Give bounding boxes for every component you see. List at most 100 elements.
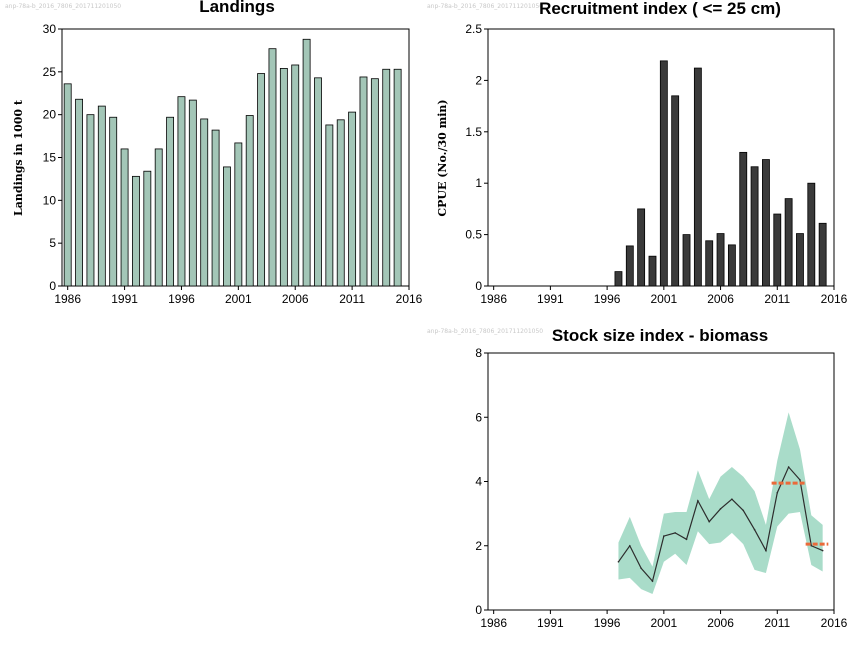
landings-bar-2002 [245,115,254,287]
landings-bar-1989 [97,105,106,287]
landings-bar-2011 [348,111,357,287]
biomass-point-2009 [753,528,756,531]
landings-y-axis-label: Landings in 1000 t [12,99,25,216]
landings-bar-2012 [359,76,368,287]
biomass-x-tick-label: 2011 [764,616,790,630]
recruitment-bar-2000 [648,255,657,287]
biomass-point-2005 [708,520,711,523]
landings-bars [63,38,402,287]
recruitment-y-ticks: 0 0.5 1 1.5 2 2.5 [465,22,488,293]
landings-watermark: anp-78a-b_2016_7806_201711201050 [5,3,121,10]
biomass-band-area [618,412,823,594]
landings-bar-1991 [120,148,129,287]
recruitment-x-tick-label: 2011 [764,292,790,306]
biomass-y-tick-label: 0 [475,603,482,617]
biomass-x-tick-label: 2006 [707,616,734,630]
biomass-point-1999 [640,567,642,570]
landings-y-tick-label: 10 [43,193,57,207]
recruitment-y-tick-label: 2 [475,73,482,87]
biomass-point-2015 [821,549,824,552]
recruitment-title: Recruitment index ( <= 25 cm) [539,0,781,18]
recruitment-y-tick-label: 2.5 [465,22,482,36]
landings-bar-2015 [393,68,402,287]
landings-x-tick-label: 2011 [339,292,365,306]
landings-y-tick-label: 20 [43,108,57,122]
biomass-point-2008 [742,509,745,512]
landings-bar-2008 [314,77,322,287]
landings-y-ticks: 0 5 10 15 20 25 30 [43,22,62,293]
biomass-point-2000 [651,580,654,582]
recruitment-bar-2009 [750,166,759,287]
biomass-point-2012 [787,466,790,468]
recruitment-bar-2005 [705,240,714,287]
recruitment-bar-2013 [796,233,804,287]
landings-bar-1998 [200,118,209,287]
recruitment-bar-2001 [659,60,668,287]
biomass-y-ticks: 0 2 4 6 8 [475,346,488,617]
landings-bar-2005 [279,68,288,287]
recruitment-bar-2015 [818,222,827,287]
landings-bar-2001 [234,142,243,287]
landings-x-tick-label: 1996 [168,292,195,306]
recruitment-bar-1999 [637,208,646,287]
recruitment-bar-2004 [693,67,702,287]
biomass-y-tick-label: 6 [475,410,482,424]
landings-bar-2009 [325,124,334,287]
recruitment-x-tick-label: 1996 [594,292,621,306]
landings-bar-1992 [132,175,140,287]
landings-bar-1986 [63,83,72,287]
landings-y-tick-label: 30 [43,22,57,36]
landings-y-tick-label: 0 [49,279,56,293]
recruitment-x-ticks: 1986 1991 1996 2001 2006 2011 2016 [480,286,848,306]
biomass-point-1997 [617,561,620,563]
biomass-x-tick-label: 2001 [650,616,677,630]
recruitment-bar-2003 [682,234,691,287]
biomass-x-tick-label: 1996 [594,616,621,630]
recruitment-x-tick-label: 2016 [821,292,848,306]
biomass-mean-lines [771,481,829,546]
landings-bar-1993 [143,170,152,287]
biomass-point-2003 [685,538,688,541]
landings-bar-1997 [188,99,197,287]
landings-bar-2014 [382,68,391,287]
landings-bar-2013 [370,78,379,287]
biomass-confidence-band [618,412,823,594]
recruitment-bar-1997 [614,271,623,287]
recruitment-bars [614,60,827,287]
landings-title: Landings [199,0,275,16]
landings-bar-2004 [268,48,277,287]
landings-bar-2003 [257,73,266,287]
landings-panel: anp-78a-b_2016_7806_201711201050 Landing… [5,0,423,306]
landings-bar-1990 [109,116,118,287]
biomass-point-2013 [799,479,801,481]
landings-y-tick-label: 5 [49,236,56,250]
landings-bar-2006 [291,64,300,287]
landings-bar-2000 [223,166,231,287]
biomass-y-tick-label: 8 [475,346,482,360]
recruitment-x-tick-label: 1986 [480,292,507,306]
landings-x-tick-label: 1991 [111,292,138,306]
landings-bar-2010 [336,119,345,287]
recruitment-bar-1998 [625,245,634,287]
landings-x-tick-label: 2006 [282,292,309,306]
biomass-y-tick-label: 2 [475,539,482,553]
biomass-point-2002 [674,532,676,534]
recruitment-x-tick-label: 1991 [537,292,564,306]
biomass-point-2010 [765,549,767,552]
biomass-point-2007 [731,498,733,500]
biomass-point-2014 [810,544,813,547]
recruitment-bar-2011 [773,213,782,287]
recruitment-y-axis-label: CPUE (No./30 min) [436,99,449,216]
recruitment-watermark: anp-78a-b_2016_7806_201711201050 [427,3,543,10]
biomass-x-ticks: 1986 1991 1996 2001 2006 2011 2016 [480,610,848,630]
biomass-point-2001 [663,535,665,537]
recruitment-x-tick-label: 2001 [650,292,677,306]
biomass-point-2011 [776,491,779,494]
recruitment-bar-2006 [716,233,725,287]
recruitment-bar-2010 [762,159,770,287]
landings-y-tick-label: 25 [43,65,57,79]
biomass-x-tick-label: 2016 [821,616,848,630]
biomass-point-2006 [719,508,722,510]
landings-x-tick-label: 2001 [225,292,252,306]
